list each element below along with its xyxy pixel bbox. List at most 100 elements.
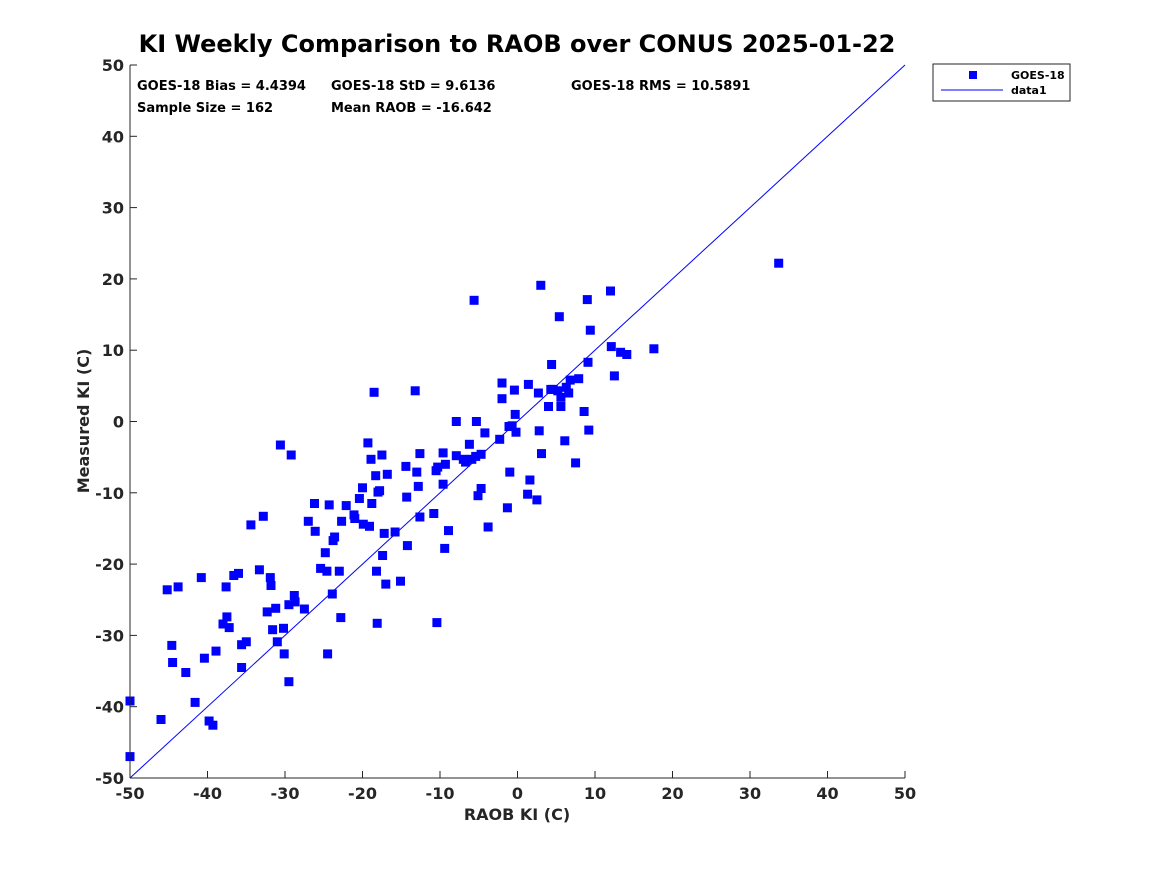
x-tick-label-3: -20	[348, 784, 377, 803]
data-point-121	[525, 475, 535, 485]
data-point-54	[337, 516, 347, 526]
data-point-124	[534, 426, 544, 436]
data-point-35	[284, 600, 294, 610]
data-point-61	[363, 438, 373, 448]
data-point-60	[358, 519, 368, 529]
x-tick-label-1: -40	[193, 784, 222, 803]
x-tick-label-2: -30	[271, 784, 300, 803]
data-point-112	[502, 503, 512, 513]
data-point-4	[167, 640, 177, 650]
stat-bias: GOES-18 Bias = 4.4394	[137, 79, 306, 94]
x-tick-label-6: 10	[584, 784, 606, 803]
data-point-58	[354, 494, 364, 503]
legend-label-goes18: GOES-18	[1011, 69, 1065, 82]
x-tick-label-7: 20	[661, 784, 683, 803]
data1-reference-line	[129, 64, 906, 779]
data-point-137	[564, 388, 574, 398]
data-point-150	[622, 350, 632, 359]
data-point-59	[358, 483, 367, 493]
data-point-108	[483, 522, 493, 532]
data-point-57	[350, 514, 360, 523]
data-point-111	[497, 394, 507, 404]
data-point-129	[547, 360, 557, 369]
data-point-26	[262, 607, 272, 617]
data-point-102	[471, 451, 481, 461]
data-point-45	[320, 548, 330, 558]
data-point-62	[365, 521, 374, 531]
data-point-114	[505, 467, 515, 477]
chart-title: KI Weekly Comparison to RAOB over CONUS …	[139, 30, 896, 58]
data-point-51	[330, 532, 340, 542]
data-point-28	[266, 581, 276, 590]
stat-mean-raob: Mean RAOB = -16.642	[331, 101, 492, 116]
data-point-13	[211, 646, 221, 656]
data-point-68	[372, 618, 382, 628]
data-point-29	[268, 625, 278, 635]
data-point-88	[432, 618, 442, 628]
data-point-77	[396, 576, 405, 586]
data-point-126	[537, 449, 546, 459]
x-tick-label-8: 30	[739, 784, 761, 803]
y-tick-label-4: 10	[102, 341, 124, 360]
data-point-140	[574, 374, 584, 384]
data-point-81	[410, 386, 420, 396]
data-point-98	[461, 457, 471, 467]
data-point-71	[377, 450, 387, 460]
data-point-44	[316, 563, 326, 573]
data-point-105	[476, 484, 486, 493]
data-point-110	[497, 378, 507, 388]
data-point-21	[237, 663, 247, 672]
data-point-23	[246, 520, 256, 530]
data-point-40	[299, 604, 309, 614]
data-point-117	[510, 409, 520, 419]
data-point-42	[310, 499, 319, 508]
data-point-19	[234, 568, 243, 578]
data-point-127	[544, 402, 553, 411]
data-point-18	[229, 571, 239, 580]
y-tick-label-10: -50	[95, 769, 124, 788]
data-point-89	[433, 462, 443, 472]
data-point-133	[556, 402, 566, 411]
data-point-104	[473, 491, 483, 501]
data-point-46	[322, 566, 332, 576]
data-point-148	[609, 371, 619, 381]
y-tick-label-0: 50	[102, 56, 124, 75]
data-point-146	[606, 286, 615, 296]
data-point-84	[415, 512, 425, 522]
data-point-109	[495, 434, 505, 444]
data-point-7	[181, 668, 191, 677]
data-point-149	[616, 347, 626, 357]
legend: GOES-18 data1	[932, 63, 1071, 102]
x-ticks: -50 -40 -30 -20 -10 0 10 20 30 40 50	[116, 771, 916, 803]
data-point-41	[303, 516, 313, 526]
data-point-103	[471, 417, 481, 426]
data-point-17	[224, 623, 234, 633]
data-point-20	[237, 640, 247, 650]
y-tick-label-9: -40	[95, 698, 124, 717]
data-point-131	[553, 386, 563, 396]
stat-sample-size: Sample Size = 162	[137, 101, 273, 116]
y-tick-label-1: 40	[102, 127, 124, 146]
data-point-74	[381, 579, 391, 589]
data-point-116	[509, 385, 519, 395]
data-point-8	[190, 697, 200, 707]
data-point-66	[371, 471, 381, 481]
x-tick-label-9: 40	[816, 784, 838, 803]
data-point-10	[199, 653, 209, 663]
data-point-125	[536, 280, 546, 290]
data-point-120	[523, 379, 533, 389]
x-tick-label-0: -50	[116, 784, 145, 803]
data-point-107	[480, 428, 490, 438]
data-point-36	[284, 677, 294, 687]
x-axis-label: RAOB KI (C)	[464, 805, 570, 824]
data-point-143	[583, 357, 593, 367]
data-point-80	[402, 541, 412, 551]
data-point-95	[451, 417, 461, 426]
data-point-122	[532, 495, 542, 505]
data-point-119	[523, 489, 533, 499]
data-point-101	[469, 295, 479, 305]
stat-std: GOES-18 StD = 9.6136	[331, 79, 495, 94]
data-point-30	[271, 603, 281, 613]
data-point-138	[565, 375, 575, 385]
data-point-94	[444, 526, 453, 536]
